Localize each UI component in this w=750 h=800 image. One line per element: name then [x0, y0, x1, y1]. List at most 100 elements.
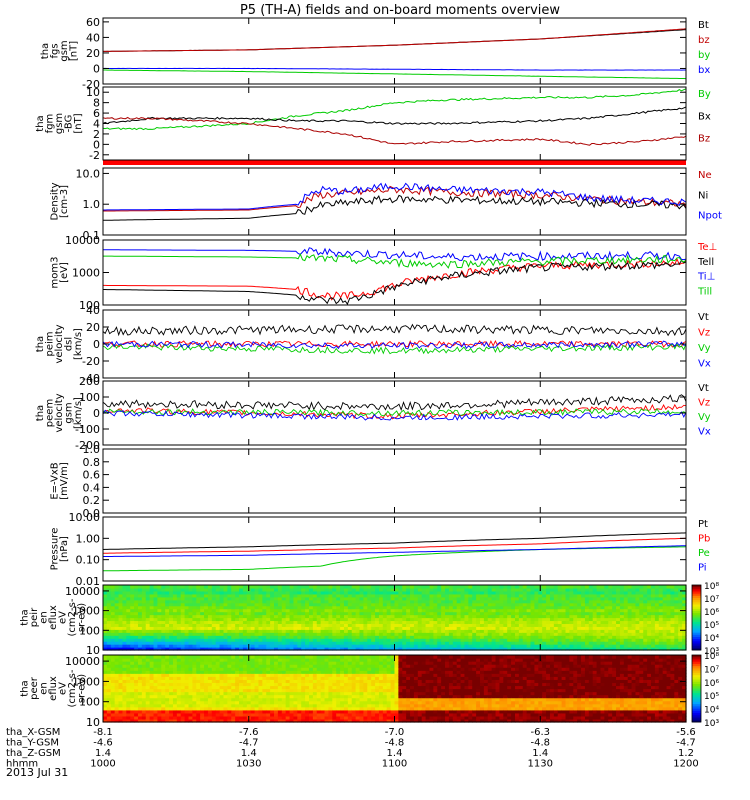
spectrogram-cell: [324, 590, 330, 595]
spectrogram-cell: [262, 688, 267, 693]
spectrogram-cell: [242, 620, 248, 625]
spectrogram-cell: [651, 608, 656, 613]
spectrogram-cell: [674, 632, 679, 636]
spectrogram-cell: [503, 608, 508, 613]
spectrogram-cell: [285, 605, 291, 610]
spectrogram-cell: [305, 593, 310, 598]
spectrogram-cell: [472, 647, 477, 651]
spectrogram-cell: [289, 709, 295, 714]
spectrogram-cell: [289, 697, 295, 702]
spectrogram-cell: [375, 590, 380, 595]
spectrogram-cell: [165, 670, 170, 674]
spectrogram-cell: [106, 709, 112, 714]
spectrogram-cell: [250, 679, 256, 684]
spectrogram-cell: [476, 641, 481, 645]
spectrogram-cell: [176, 585, 182, 589]
spectrogram-cell: [522, 617, 528, 622]
spectrogram-cell: [192, 608, 197, 613]
colorbar-segment: [692, 613, 701, 616]
spectrogram-cell: [266, 679, 271, 684]
spectrogram-cell: [324, 620, 330, 625]
spectrogram-cell: [546, 599, 551, 604]
spectrogram-cell: [293, 703, 298, 708]
spectrogram-cell: [371, 644, 376, 648]
spectrogram-cell: [153, 682, 159, 687]
spectrogram-cell: [382, 620, 388, 625]
spectrogram-cell: [382, 585, 388, 589]
spectrogram-cell: [452, 641, 458, 645]
spectrogram-cell: [546, 587, 551, 592]
spectrogram-cell: [153, 596, 159, 601]
spectrogram-cell: [134, 718, 139, 723]
spectrogram-cell: [227, 585, 232, 589]
spectrogram-cell: [406, 629, 411, 633]
colorbar-segment: [692, 643, 701, 647]
spectrogram-cell: [511, 608, 516, 613]
spectrogram-cell: [130, 667, 135, 671]
spectrogram-cell: [231, 590, 236, 595]
spectrogram-cell: [242, 655, 248, 659]
spectrogram-cell: [305, 644, 310, 648]
spectrogram-cell: [421, 638, 427, 642]
spectrogram-cell: [254, 667, 260, 671]
spectrogram-cell: [324, 682, 330, 687]
spectrogram-cell: [219, 644, 225, 648]
spectrogram-cell: [511, 629, 516, 633]
spectrogram-cell: [631, 596, 637, 601]
spectrogram-cell: [137, 667, 143, 671]
spectrogram-cell: [312, 626, 318, 630]
spectrogram-cell: [246, 593, 252, 598]
spectrogram-cell: [231, 608, 236, 613]
spectrogram-cell: [433, 605, 438, 610]
spectrogram-cell: [130, 585, 135, 589]
series-line-Vx: [102, 409, 687, 421]
spectrogram-cell: [549, 602, 555, 607]
spectrogram-cell: [141, 697, 147, 702]
spectrogram-cell: [324, 641, 330, 645]
figure-title: P5 (TH-A) fields and on-board moments ov…: [240, 3, 560, 18]
spectrogram-cell: [328, 632, 333, 636]
spectrogram-cell: [588, 614, 594, 619]
spectrogram-cell: [417, 593, 423, 598]
spectrogram-cell: [445, 585, 450, 589]
spectrogram-cell: [270, 611, 275, 616]
spectrogram-cell: [145, 682, 151, 687]
spectrogram-cell: [421, 585, 427, 589]
spectrogram-cell: [592, 599, 598, 604]
spectrogram-cell: [219, 596, 225, 601]
spectrogram-cell: [227, 673, 232, 677]
spectrogram-cell: [328, 590, 333, 595]
spectrogram-cell: [161, 626, 166, 630]
series-line-Pe: [103, 546, 687, 572]
spectrogram-cell: [305, 655, 310, 659]
spectrogram-cell: [316, 587, 322, 592]
spectrogram-cell: [215, 590, 221, 595]
spectrogram-cell: [421, 647, 427, 651]
spectrogram-cell: [316, 700, 322, 705]
spectrogram-cell: [487, 620, 493, 625]
spectrogram-cell: [398, 632, 403, 636]
spectrogram-cell: [600, 602, 605, 607]
spectrogram-cell: [480, 599, 485, 604]
spectrogram-cell: [588, 587, 594, 592]
legend-Till: Till: [697, 286, 712, 297]
spectrogram-cell: [106, 590, 112, 595]
spectrogram-cell: [654, 638, 660, 642]
spectrogram-cell: [172, 718, 178, 723]
spectrogram-cell: [262, 685, 267, 690]
spectrogram-cell: [643, 641, 648, 645]
spectrogram-cell: [231, 647, 236, 651]
spectrogram-cell: [165, 697, 170, 702]
spectrogram-cell: [324, 617, 330, 622]
colorbar-segment: [692, 598, 701, 601]
spectrogram-cell: [340, 644, 345, 648]
spectrogram-cell: [157, 587, 162, 592]
spectrogram-cell: [219, 632, 225, 636]
colorbar-segment: [692, 632, 701, 636]
spectrogram-cell: [126, 599, 131, 604]
spectrogram-cell: [188, 718, 193, 723]
spectrogram-cell: [274, 590, 279, 595]
spectrogram-cell: [355, 602, 361, 607]
spectrogram-cell: [161, 700, 166, 705]
spectrogram-cell: [662, 623, 668, 627]
